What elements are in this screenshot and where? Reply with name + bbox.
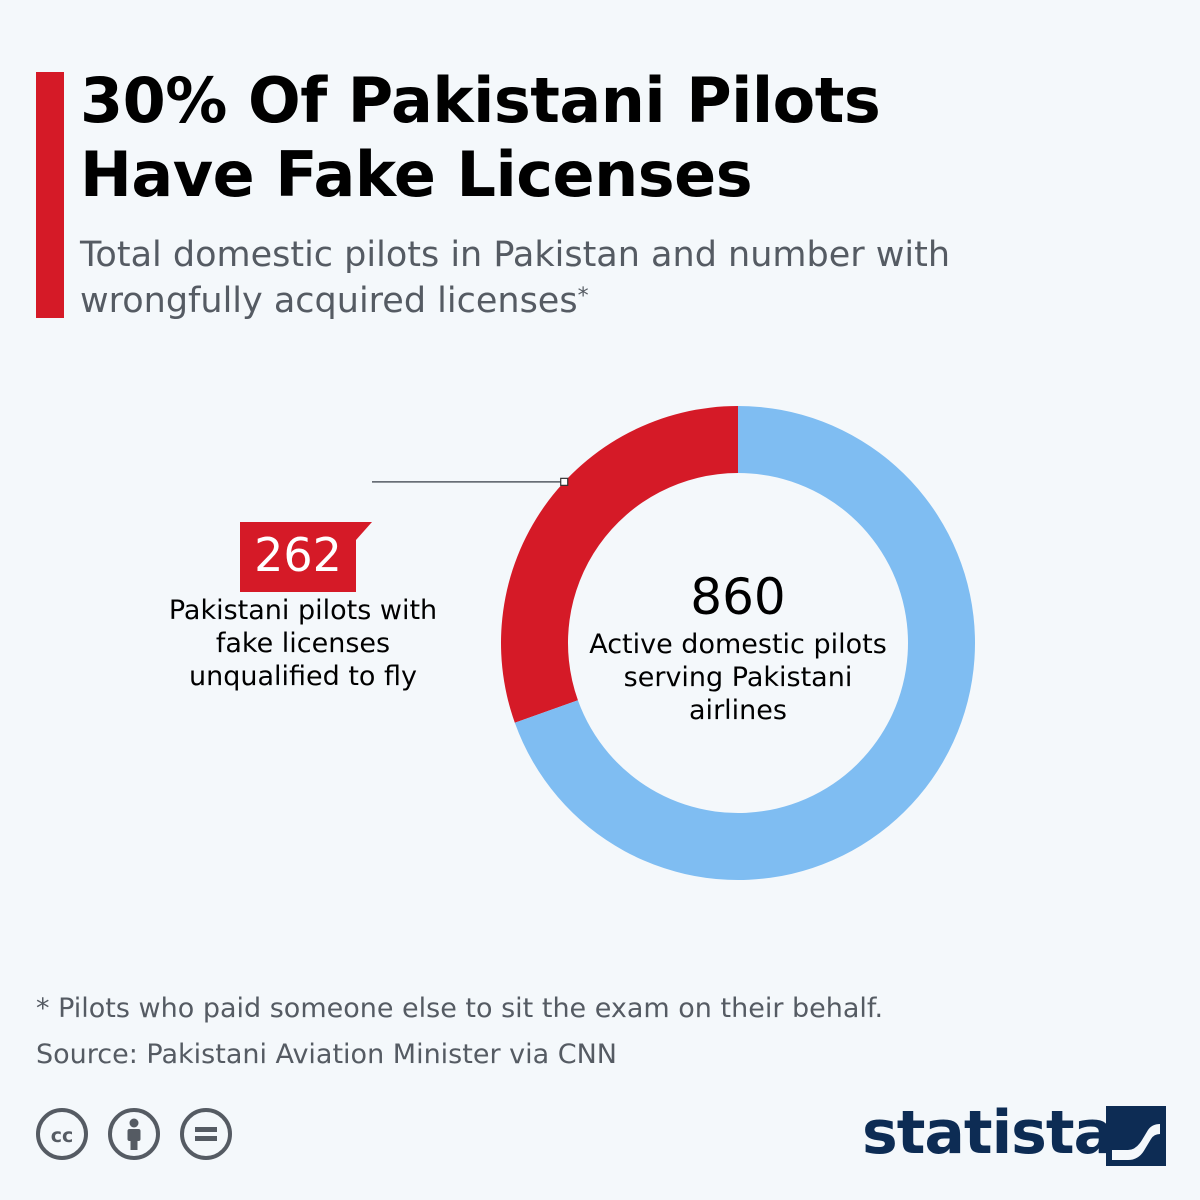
center-label-line-1: Active domestic pilots [589,629,887,660]
center-label-line-3: airlines [689,695,787,726]
title-accent-bar [36,72,64,318]
title-line-1: 30% Of Pakistani Pilots [80,64,881,137]
statista-logo: statista [862,1098,1172,1168]
donut-slice-fake-licenses [501,406,738,723]
callout-leader-marker [560,477,569,486]
title-line-2: Have Fake Licenses [80,138,753,211]
no-derivatives-icon[interactable] [180,1108,232,1160]
callout-value-flag [240,522,372,592]
callout-label-line-3: unqualified to fly [188,661,418,692]
statista-mark-icon [1106,1106,1166,1166]
creative-commons-icon[interactable]: cc [36,1108,88,1160]
subtitle-line-2: wrongfully acquired licenses* [80,278,1160,324]
svg-text:cc: cc [51,1125,74,1147]
callout-value: 262 [254,528,342,582]
footnote: * Pilots who paid someone else to sit th… [36,993,884,1024]
chart-subtitle: Total domestic pilots in Pakistan and nu… [80,232,1160,324]
callout-label: Pakistani pilots with fake licenses unqu… [150,594,456,693]
attribution-icon[interactable] [108,1108,160,1160]
chart-title: 30% Of Pakistani Pilots Have Fake Licens… [80,64,1160,212]
subtitle-footnote-mark: * [577,284,589,309]
statista-wordmark: statista [862,1098,1114,1168]
subtitle-line-1: Total domestic pilots in Pakistan and nu… [80,235,951,275]
license-icons: cc [36,1108,256,1164]
center-label-line-2: serving Pakistani [623,662,853,693]
donut-slices [501,406,975,880]
callout-label-line-1: Pakistani pilots with [168,595,438,626]
donut-center-label: 860 Active domestic pilots serving Pakis… [580,566,896,727]
source-note: Source: Pakistani Aviation Minister via … [36,1039,617,1070]
donut-slice-other-pilots [514,406,975,880]
center-value: 860 [690,568,786,626]
subtitle-line-2-text: wrongfully acquired licenses [80,281,578,321]
callout-label-line-2: fake licenses [215,628,391,659]
